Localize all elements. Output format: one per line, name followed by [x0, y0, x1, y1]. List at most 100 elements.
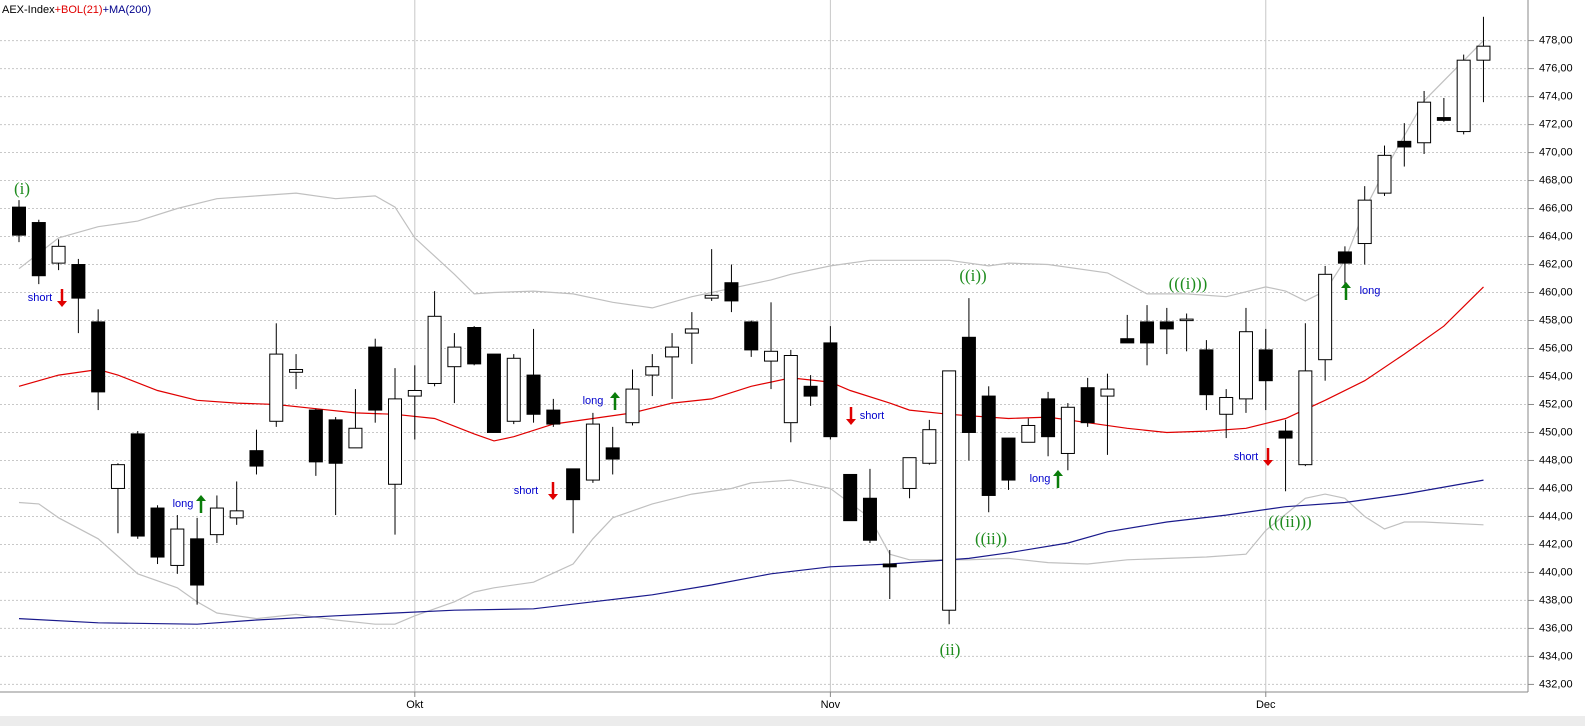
candle-body: [1041, 398, 1056, 438]
candle-body: [388, 398, 403, 485]
candle-body: [91, 321, 106, 393]
signal-arrow-head: [548, 494, 558, 500]
y-tick-label: 456,00: [1539, 342, 1573, 354]
candle-body: [130, 433, 145, 537]
x-tick-label: Okt: [406, 699, 423, 711]
candle-body: [645, 366, 660, 376]
signal-arrow-head: [196, 495, 206, 501]
candle-body: [190, 538, 205, 586]
candle-body: [981, 395, 996, 496]
candle-body: [328, 419, 343, 464]
candle-body: [843, 473, 858, 522]
candle-body: [1476, 45, 1491, 61]
y-tick-label: 454,00: [1539, 370, 1573, 382]
candle-body: [1318, 273, 1333, 361]
candle-body: [1377, 154, 1392, 194]
y-tick-label: 448,00: [1539, 454, 1573, 466]
x-tick-label: Nov: [821, 699, 841, 711]
y-tick-label: 444,00: [1539, 510, 1573, 522]
signal-label: short: [1234, 451, 1258, 463]
candle-body: [368, 346, 383, 411]
x-tick-label: Dec: [1256, 699, 1276, 711]
title-main: AEX-Index: [2, 4, 55, 16]
indicator-line: [18, 40, 1484, 309]
title-indicator: +MA(200): [103, 4, 152, 16]
candle-body: [486, 353, 501, 433]
signal-arrow-head: [610, 392, 620, 398]
candle-body: [783, 354, 798, 424]
candle-body: [882, 563, 897, 568]
candle-body: [823, 342, 838, 438]
signal-label: long: [173, 498, 194, 510]
candle-body: [942, 370, 957, 611]
candle-body: [744, 321, 759, 351]
candle-body: [566, 468, 581, 501]
candle-body: [704, 294, 719, 299]
candles: [12, 16, 1491, 625]
signal-arrow-head: [846, 419, 856, 425]
signal-label: long: [583, 395, 604, 407]
annotations: (i) ((i)) ((ii)) (ii) (((i))) (((ii))) short lo…: [14, 179, 1380, 659]
wave-label: (((i))): [1169, 274, 1208, 293]
signal-arrow-head: [1053, 470, 1063, 476]
signal-arrow-head: [1263, 460, 1273, 466]
candle-body: [1238, 331, 1253, 400]
candle-body: [308, 409, 323, 463]
wave-label: (((ii))): [1268, 512, 1311, 531]
candle-body: [902, 457, 917, 489]
candle-body: [289, 368, 304, 373]
candle-body: [605, 447, 620, 460]
candle-body: [1397, 140, 1412, 148]
candle-body: [467, 327, 482, 365]
y-tick-label: 474,00: [1539, 90, 1573, 102]
candle-body: [1100, 388, 1115, 397]
candle-body: [1298, 370, 1313, 466]
candle-body: [407, 389, 422, 397]
signal-label: long: [1030, 473, 1051, 485]
y-tick-label: 438,00: [1539, 594, 1573, 606]
signal-label: short: [860, 410, 884, 422]
candle-body: [209, 507, 224, 536]
signal-label: long: [1360, 285, 1381, 297]
candle-body: [526, 374, 541, 415]
candle-body: [803, 385, 818, 397]
y-tick-label: 446,00: [1539, 482, 1573, 494]
y-tick-label: 460,00: [1539, 286, 1573, 298]
grid: 432,00 434,00 436,00 438,00 440,00 442,00 444,…: [0, 0, 1573, 711]
wave-label: ((ii)): [975, 529, 1007, 548]
candle-body: [1219, 396, 1234, 415]
candle-body: [1159, 321, 1174, 330]
candle-body: [625, 388, 640, 424]
candle-body: [1021, 424, 1036, 443]
candle-body: [922, 429, 937, 464]
candle-body: [1140, 321, 1155, 344]
candle-body: [961, 336, 976, 433]
y-tick-label: 450,00: [1539, 426, 1573, 438]
candle-body: [1417, 101, 1432, 144]
candle-body: [150, 507, 165, 558]
wave-label: (ii): [940, 640, 961, 659]
candle-body: [1278, 430, 1293, 439]
y-tick-label: 462,00: [1539, 258, 1573, 270]
candle-body: [546, 409, 561, 425]
candle-body: [1199, 349, 1214, 396]
y-tick-label: 434,00: [1539, 650, 1573, 662]
candle-body: [170, 528, 185, 566]
candle-body: [862, 497, 877, 541]
y-tick-label: 470,00: [1539, 146, 1573, 158]
y-tick-label: 464,00: [1539, 230, 1573, 242]
candle-body: [1357, 199, 1372, 245]
y-tick-label: 458,00: [1539, 314, 1573, 326]
candle-body: [1080, 387, 1095, 424]
candle-body: [229, 510, 244, 519]
candle-body: [764, 350, 779, 362]
candle-body: [665, 346, 680, 358]
scroll-strip: [0, 716, 1585, 726]
wave-label: ((i)): [959, 266, 986, 285]
y-tick-label: 472,00: [1539, 118, 1573, 130]
chart-title: AEX-Index+BOL(21)+MA(200): [2, 4, 151, 16]
candle-body: [1060, 406, 1075, 454]
y-tick-label: 432,00: [1539, 678, 1573, 690]
candle-body: [12, 206, 26, 236]
candle-body: [249, 450, 264, 467]
